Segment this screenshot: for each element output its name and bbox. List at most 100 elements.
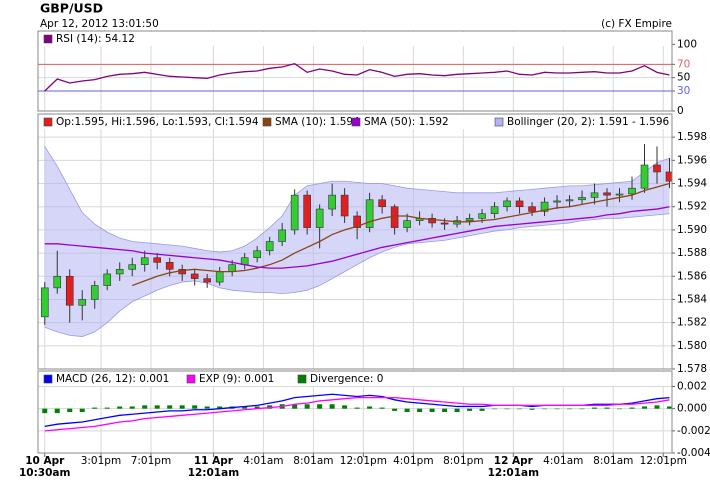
- candle-body: [515, 200, 524, 208]
- x-tick-label: 4:01am: [243, 455, 284, 467]
- candle-body: [190, 273, 199, 279]
- x-tick-label: 10 Apr 10:30am: [19, 455, 71, 479]
- bar: [429, 408, 435, 412]
- candle-body: [603, 192, 611, 196]
- bar: [54, 408, 60, 414]
- panel-border: [37, 370, 673, 454]
- legend-label: MACD (26, 12): 0.001: [56, 373, 169, 385]
- legend-label: SMA (50): 1.592: [364, 116, 449, 128]
- legend-swatch: [43, 374, 53, 384]
- panel-border: [37, 113, 673, 370]
- bar: [642, 406, 648, 409]
- candle-body: [315, 208, 324, 228]
- candle-body: [565, 199, 574, 202]
- bar: [117, 406, 123, 409]
- candle-body: [278, 229, 286, 242]
- bar: [617, 408, 623, 410]
- series-line: [44, 206, 670, 269]
- candle-body: [628, 187, 636, 195]
- bar: [554, 408, 560, 410]
- legend-label: Divergence: 0: [310, 373, 383, 385]
- candle-body: [340, 194, 349, 217]
- legend-label: RSI (14): 54.12: [56, 33, 135, 45]
- series-line: [44, 62, 670, 92]
- candle-body: [128, 264, 137, 270]
- legend-label: EXP (9): 0.001: [199, 373, 274, 385]
- bar: [342, 405, 348, 409]
- series-line: [131, 182, 670, 287]
- candle-body: [203, 278, 211, 283]
- bar: [529, 408, 535, 410]
- y-tick-label: 0: [677, 105, 684, 117]
- candle-body: [90, 285, 99, 300]
- bar: [92, 407, 98, 409]
- legend-strip: [39, 372, 671, 386]
- bar: [454, 408, 460, 412]
- candle-body: [490, 206, 499, 214]
- y-tick-label: 1.598: [677, 131, 707, 143]
- candle-body: [640, 164, 649, 189]
- bar: [379, 407, 385, 409]
- y-tick-label: 100: [677, 38, 697, 50]
- y-tick-label: 1.578: [677, 363, 707, 375]
- y-tick-label: 1.582: [677, 317, 707, 329]
- x-tick-label: 12 Apr 12:01am: [487, 455, 540, 479]
- y-tick-label: -0.004: [677, 447, 710, 459]
- bar: [192, 405, 198, 409]
- bar: [104, 407, 110, 409]
- bar: [167, 405, 173, 409]
- bar: [254, 406, 260, 409]
- candle-body: [665, 171, 672, 182]
- y-tick-label: 1.588: [677, 247, 707, 259]
- bar: [567, 408, 573, 410]
- candle-body: [65, 275, 74, 306]
- legend-swatch: [494, 117, 504, 127]
- bar: [492, 408, 498, 410]
- copyright: (c) FX Empire: [601, 18, 672, 30]
- bar: [504, 408, 510, 410]
- candle-body: [653, 164, 661, 173]
- plot: [38, 114, 672, 369]
- x-tick-label: 12:01pm: [639, 455, 687, 467]
- bar: [654, 405, 660, 409]
- candle-body: [365, 199, 374, 228]
- bar: [417, 408, 423, 412]
- bar: [217, 406, 223, 409]
- bar: [242, 406, 248, 409]
- candle-body: [228, 264, 236, 272]
- bar: [467, 408, 473, 411]
- x-tick-label: 8:01am: [593, 455, 634, 467]
- candle-body: [578, 197, 586, 201]
- bar: [404, 408, 410, 412]
- series-line: [44, 396, 670, 432]
- bar: [667, 406, 672, 409]
- candle-body: [303, 194, 311, 228]
- candle-body: [215, 271, 224, 283]
- candle-body: [153, 257, 162, 263]
- x-tick-label: 11 Apr 12:01am: [187, 455, 240, 479]
- x-tick-label: 4:01am: [543, 455, 584, 467]
- y-tick-label: 70: [677, 58, 690, 70]
- band-area: [44, 146, 670, 337]
- legend-swatch: [351, 117, 361, 127]
- candle-body: [53, 275, 62, 289]
- candle-body: [528, 206, 536, 212]
- bar: [317, 404, 323, 409]
- y-tick-label: 0.000: [677, 403, 707, 415]
- bar: [179, 405, 185, 409]
- bar: [604, 407, 610, 409]
- bar: [67, 408, 73, 412]
- legend-strip: [39, 32, 671, 46]
- bar: [442, 408, 448, 412]
- y-tick-label: 1.596: [677, 154, 707, 166]
- x-tick-label: 8:01pm: [443, 455, 484, 467]
- x-tick-label: 12:01pm: [339, 455, 387, 467]
- candle-body: [253, 250, 261, 259]
- x-tick-label: 3:01pm: [80, 455, 122, 467]
- y-tick-label: -0.002: [677, 425, 710, 437]
- candle-body: [328, 194, 336, 210]
- title: GBP/USD: [40, 1, 103, 16]
- bar: [354, 407, 360, 409]
- bar: [367, 406, 373, 409]
